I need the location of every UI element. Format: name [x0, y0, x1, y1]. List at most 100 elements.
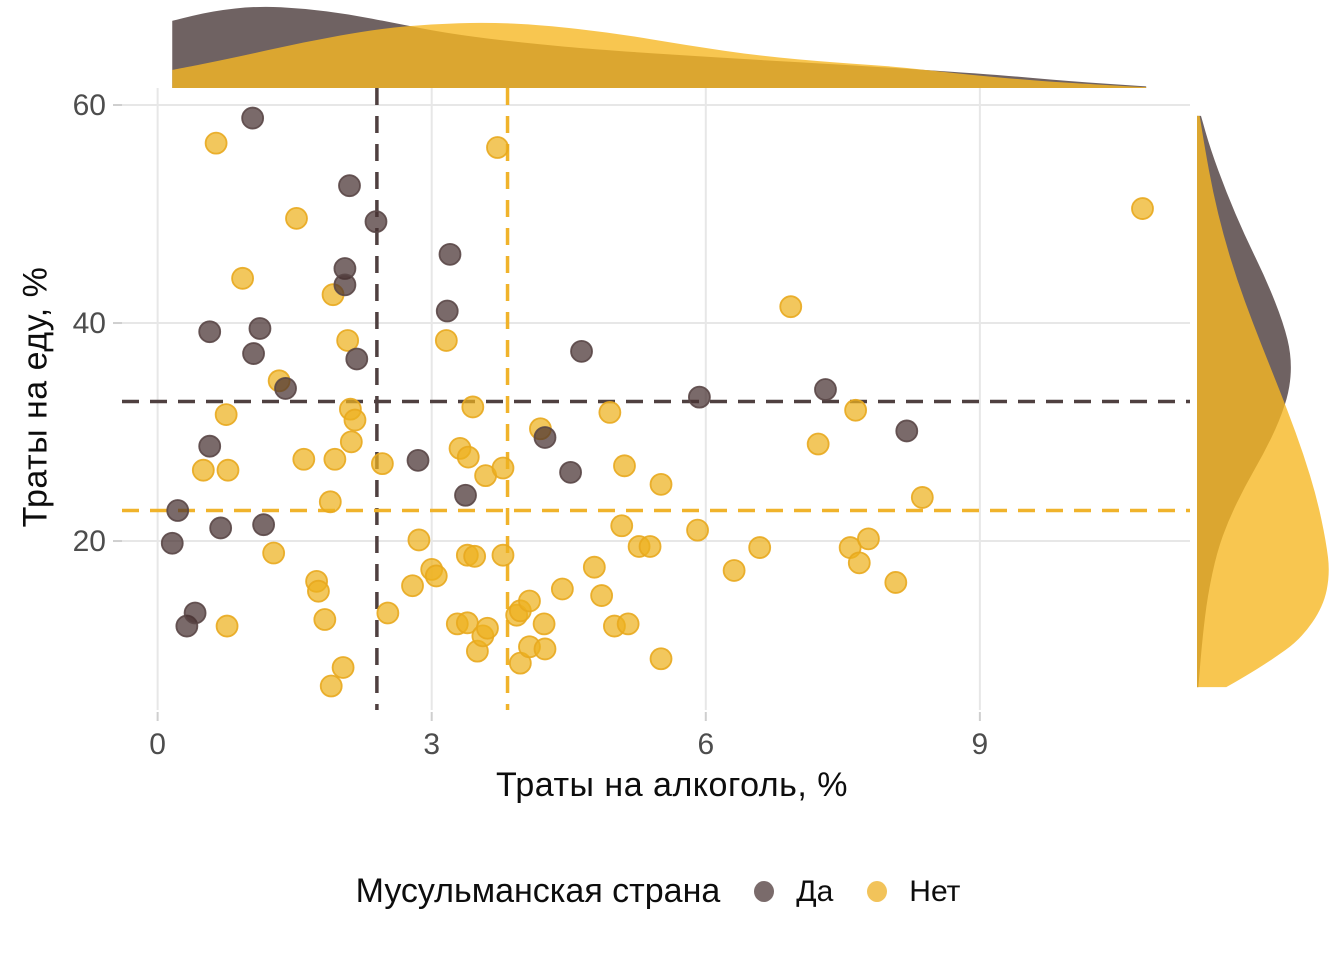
scatter-point-no	[339, 430, 363, 454]
legend-item-yes: Да	[754, 875, 833, 909]
legend-item-no: Нет	[867, 875, 960, 909]
scatter-point-yes	[533, 426, 557, 449]
scatter-point-no	[292, 447, 316, 471]
y-tick-label: 20	[73, 525, 106, 558]
scatter-point-no	[463, 544, 487, 568]
scatter-point-no	[407, 528, 431, 552]
scatter-point-no	[313, 608, 337, 631]
scatter-point-yes	[198, 434, 222, 458]
scatter-point-yes	[198, 320, 222, 344]
x-tick-label: 3	[423, 728, 440, 761]
scatter-point-yes	[242, 342, 265, 365]
scatter-point-no	[456, 445, 480, 469]
scatter-point-no	[370, 452, 394, 476]
y-tick-label: 40	[73, 307, 106, 340]
scatter-point-no	[214, 403, 238, 426]
scatter-point-no	[323, 447, 347, 471]
scatter-point-no	[215, 614, 239, 638]
scatter-point-yes	[438, 242, 462, 266]
legend-label-yes: Да	[796, 874, 834, 908]
scatter-point-no	[486, 136, 509, 159]
legend-title: Мусульманская страна	[355, 872, 721, 910]
scatter-point-yes	[160, 531, 184, 555]
x-tick-label: 9	[972, 728, 989, 761]
right-density-no	[1197, 115, 1329, 688]
scatter-point-no	[216, 458, 240, 482]
scatter-point-no	[1131, 197, 1154, 220]
scatter-point-no	[598, 401, 622, 424]
scatter-point-no	[331, 656, 355, 679]
scatter-point-no	[343, 408, 367, 432]
scatter-point-no	[582, 555, 606, 579]
scatter-point-no	[518, 589, 541, 613]
scatter-point-no	[285, 206, 308, 230]
scatter-point-no	[638, 535, 662, 558]
scatter-point-yes	[559, 460, 582, 484]
scatter-point-yes	[166, 499, 190, 522]
scatter-point-no	[204, 131, 228, 155]
scatter-point-no	[461, 395, 485, 419]
scatter-point-no	[847, 551, 871, 575]
scatter-point-no	[590, 584, 614, 607]
y-tick-label: 60	[73, 89, 106, 122]
scatter-point-yes	[435, 299, 459, 323]
scatter-point-no	[491, 543, 515, 567]
scatter-point-no	[262, 541, 286, 565]
top-density-no	[172, 22, 1147, 89]
scatter-point-yes	[364, 210, 388, 234]
scatter-point-yes	[454, 483, 477, 507]
scatter-point-no	[649, 647, 673, 671]
scatter-point-yes	[209, 516, 233, 540]
legend-label-no: Нет	[909, 874, 961, 908]
scatter-point-no	[424, 564, 448, 588]
scatter-point-no	[307, 579, 330, 603]
scatter-point-no	[476, 616, 499, 640]
scatter-point-yes	[345, 347, 369, 371]
scatter-point-no	[401, 574, 424, 598]
scatter-point-yes	[570, 339, 593, 363]
y-axis-title: Траты на еду, %	[16, 266, 55, 528]
scatter-point-yes	[333, 273, 357, 297]
scatter-point-no	[857, 527, 880, 551]
scatter-point-no	[779, 295, 803, 319]
scatter-point-no	[649, 472, 673, 496]
scatter-point-yes	[406, 448, 430, 472]
scatter-point-no	[319, 674, 343, 698]
scatter-point-yes	[183, 601, 207, 625]
scatter-point-no	[376, 601, 400, 625]
scatter-point-no	[686, 518, 709, 542]
scatter-point-yes	[814, 378, 837, 401]
scatter-point-no	[613, 454, 636, 478]
scatter-point-yes	[338, 174, 361, 198]
scatter-point-no	[491, 456, 515, 480]
scatter-point-no	[884, 571, 908, 594]
scatter-point-no	[910, 486, 934, 509]
scatter-point-no	[806, 432, 830, 456]
scatter-point-no	[231, 266, 254, 290]
scatter-point-no	[616, 612, 640, 636]
x-tick-label: 0	[149, 728, 166, 761]
scatter-point-yes	[895, 419, 919, 443]
scatter-point-no	[532, 612, 556, 636]
scatter-point-no	[722, 559, 746, 582]
scatter-point-no	[318, 490, 342, 514]
legend: Мусульманская страна Да Нет	[0, 872, 1330, 911]
scatter-point-no	[748, 536, 772, 559]
scatter-point-no	[336, 329, 360, 352]
scatter-point-no	[191, 458, 215, 482]
scatter-point-yes	[241, 106, 265, 130]
x-axis-title: Траты на алкоголь, %	[496, 766, 848, 804]
scatter-point-yes	[252, 513, 276, 537]
scatter-point-no	[533, 637, 557, 661]
scatter-point-no	[434, 329, 458, 352]
legend-marker-yes-icon	[754, 881, 775, 902]
scatter-point-no	[550, 577, 574, 601]
scatter-point-yes	[248, 317, 272, 340]
scatter-point-no	[610, 514, 634, 538]
scatter-point-yes	[274, 377, 297, 400]
scatter-point-no	[844, 398, 868, 422]
scatter-point-yes	[687, 385, 711, 409]
legend-marker-no-icon	[867, 881, 888, 902]
